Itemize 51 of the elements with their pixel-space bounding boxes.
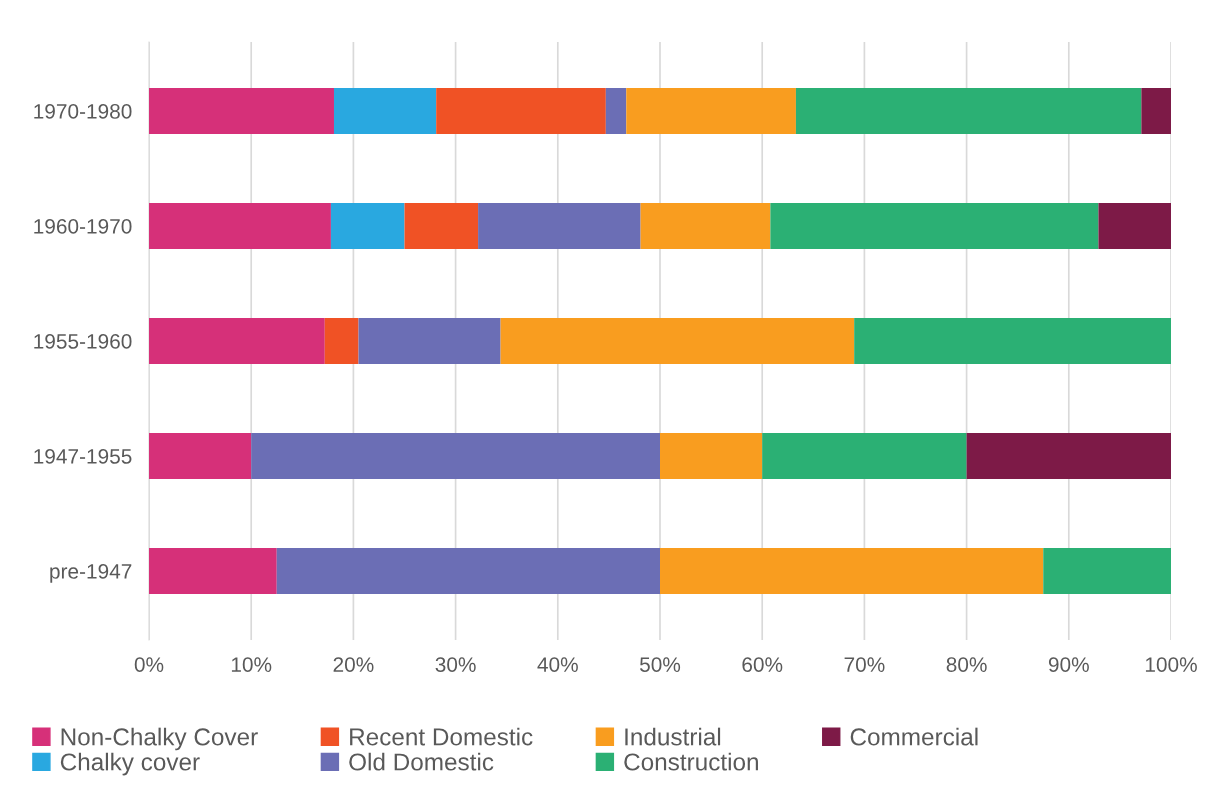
x-tick-label: 50% bbox=[639, 657, 681, 672]
bar bbox=[276, 548, 660, 594]
legend-label: Commercial bbox=[850, 727, 978, 746]
x-tick-label: 0% bbox=[134, 657, 164, 672]
bar bbox=[605, 88, 627, 134]
legend-label: Old Domestic bbox=[349, 752, 494, 771]
y-tick-label: pre-1947 bbox=[50, 564, 132, 583]
bar bbox=[660, 548, 1044, 594]
x-tick-label: 70% bbox=[844, 657, 885, 672]
bar bbox=[762, 433, 967, 479]
x-tick-label: 20% bbox=[333, 657, 374, 672]
x-tick-label: 90% bbox=[1048, 657, 1089, 672]
bar bbox=[640, 203, 771, 249]
bar bbox=[251, 433, 660, 479]
legend-label: Industrial bbox=[625, 727, 721, 746]
bar bbox=[330, 203, 405, 249]
bar bbox=[626, 88, 796, 134]
bar bbox=[770, 203, 1099, 249]
bar bbox=[436, 88, 606, 134]
bar bbox=[324, 318, 359, 364]
bar bbox=[478, 203, 641, 249]
bar bbox=[404, 203, 479, 249]
bar bbox=[795, 88, 1142, 134]
bar bbox=[333, 88, 437, 134]
bar bbox=[660, 433, 763, 479]
bar bbox=[149, 548, 277, 594]
x-tick-label: 40% bbox=[537, 657, 578, 672]
legend-label: Chalky cover bbox=[60, 752, 200, 776]
bar bbox=[500, 318, 855, 364]
y-tick-label: 1970-1980 bbox=[34, 104, 132, 119]
x-tick-label: 60% bbox=[742, 657, 783, 672]
bar bbox=[1043, 548, 1171, 594]
bar bbox=[149, 318, 325, 364]
bar bbox=[149, 88, 334, 134]
legend-label: Recent Domestic bbox=[350, 727, 533, 746]
bar bbox=[358, 318, 501, 364]
bar bbox=[854, 318, 1171, 364]
bar bbox=[1098, 203, 1171, 249]
legend-label: Non-Chalky Cover bbox=[61, 727, 258, 751]
y-tick-label: 1960-1970 bbox=[34, 219, 132, 234]
bar bbox=[149, 203, 331, 249]
x-tick-label: 30% bbox=[435, 657, 476, 672]
y-tick-label: 1947-1955 bbox=[34, 449, 132, 464]
legend-label: Construction bbox=[624, 752, 758, 771]
bar bbox=[149, 433, 252, 479]
x-tick-label: 80% bbox=[946, 657, 987, 672]
y-tick-label: 1955-1960 bbox=[34, 334, 132, 349]
bar bbox=[966, 433, 1171, 479]
bar bbox=[1141, 88, 1171, 134]
x-tick-label: 10% bbox=[231, 657, 272, 672]
x-tick-label: 100% bbox=[1145, 657, 1197, 672]
